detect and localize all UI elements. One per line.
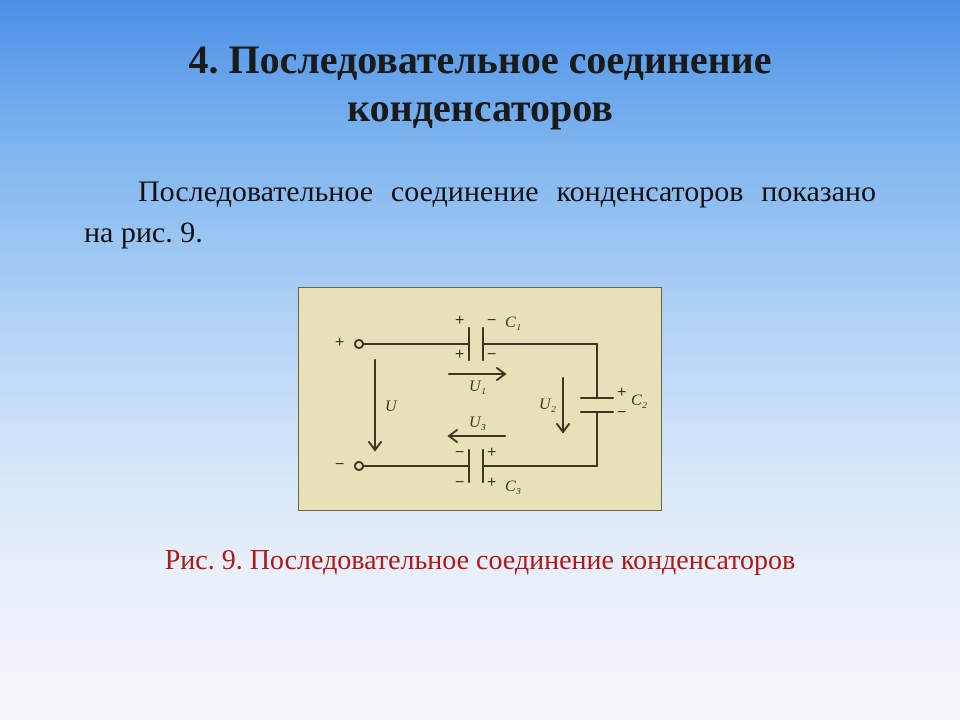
- slide: 4. Последовательное соединение конденсат…: [0, 0, 960, 720]
- c1-right-sign: −: [487, 312, 496, 330]
- c2-top-sign: +: [617, 384, 626, 402]
- u-label: U: [385, 398, 397, 416]
- u1-label: U₁: [469, 378, 486, 396]
- c2-label: C₂: [631, 392, 647, 410]
- c1-left-sign-2: +: [455, 346, 464, 364]
- circuit-svg: [299, 288, 661, 510]
- c3-left-sign: −: [455, 444, 464, 462]
- c1-left-sign: +: [455, 312, 464, 330]
- circuit-diagram: + − + − + − C₁ + − C₂ − + − + C₃ U U₁ U₂…: [298, 287, 662, 511]
- c3-right-sign-2: +: [487, 474, 496, 492]
- c1-label: C₁: [505, 314, 521, 332]
- c3-right-sign: +: [487, 444, 496, 462]
- figure-container: + − + − + − C₁ + − C₂ − + − + C₃ U U₁ U₂…: [64, 287, 896, 511]
- c2-bottom-sign: −: [617, 404, 626, 422]
- u2-label: U₂: [539, 396, 556, 414]
- slide-body-text: Последовательное соединение конденсаторо…: [84, 172, 876, 253]
- terminal-pos-sign: +: [335, 334, 344, 352]
- slide-title: 4. Последовательное соединение конденсат…: [64, 36, 896, 132]
- c3-label: C₃: [505, 478, 521, 496]
- figure-caption: Рис. 9. Последовательное соединение конд…: [64, 545, 896, 577]
- terminal-neg-sign: −: [335, 456, 344, 474]
- u3-label: U₃: [469, 414, 486, 432]
- c1-right-sign-2: −: [487, 346, 496, 364]
- c3-left-sign-2: −: [455, 474, 464, 492]
